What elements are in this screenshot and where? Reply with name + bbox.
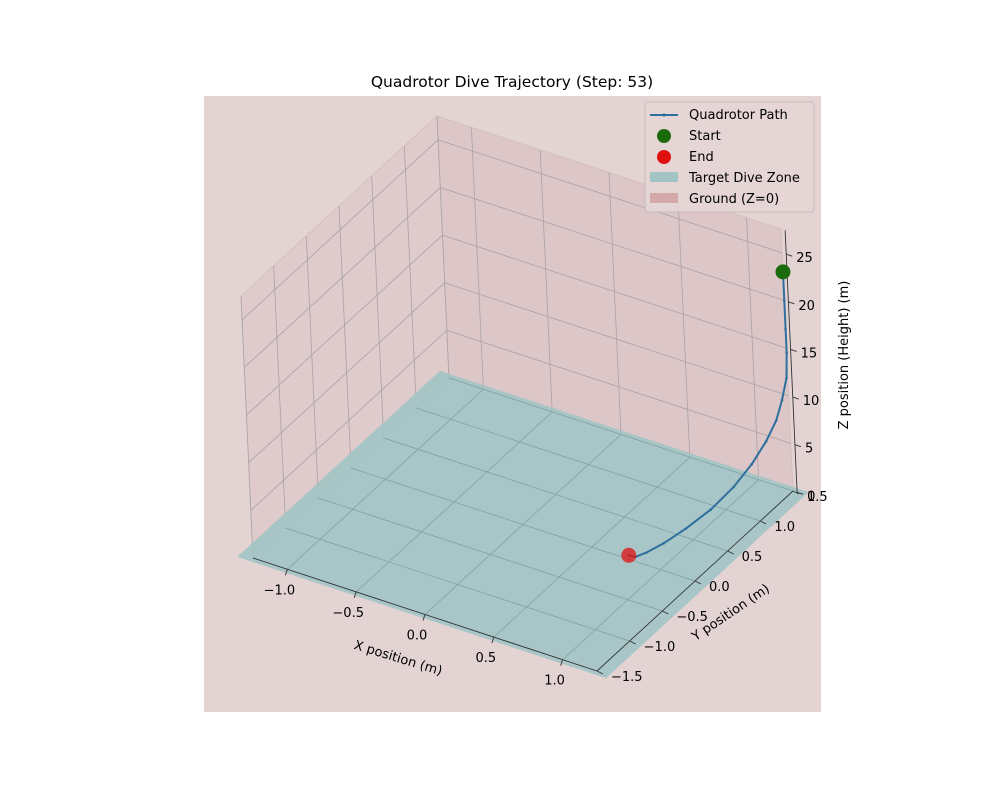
x-tick-label: 0.5 — [475, 651, 496, 666]
quadrotor-path-point — [785, 376, 788, 380]
z-tick — [794, 444, 802, 448]
z-tick-label: 0 — [807, 489, 815, 504]
grid-line — [746, 217, 759, 480]
z-tick — [792, 396, 799, 400]
z-tick-label: 15 — [801, 346, 818, 361]
quadrotor-path-point — [709, 508, 713, 511]
y-tick — [662, 610, 669, 615]
grid-line — [442, 234, 787, 349]
z-tick-label: 20 — [798, 299, 815, 314]
quadrotor-path-point — [684, 527, 688, 530]
grid-line — [244, 187, 441, 368]
quadrotor-path-point — [780, 398, 784, 402]
y-tick — [596, 670, 604, 675]
legend-label-target-zone: Target Dive Zone — [688, 171, 800, 186]
y-tick-label: 1.0 — [774, 520, 795, 535]
grid-line — [240, 295, 254, 559]
grid-line — [305, 235, 319, 499]
z-tick — [786, 253, 793, 257]
quadrotor-path-point — [784, 327, 787, 331]
quadrotor-path-point — [782, 299, 786, 302]
z-tick-label: 5 — [805, 442, 813, 457]
y-tick — [792, 490, 800, 495]
grid-line — [446, 329, 791, 444]
z-tick — [796, 491, 804, 495]
x-tick-label: −0.5 — [332, 606, 364, 621]
y-tick — [727, 550, 734, 555]
y-tick-label: −1.0 — [644, 640, 676, 655]
grid-line — [338, 205, 352, 469]
y-tick-label: −1.5 — [611, 670, 643, 685]
z-tick — [788, 301, 795, 305]
y-tick-label: 0.5 — [742, 550, 763, 565]
grid-line — [371, 175, 385, 439]
quadrotor-path-point — [732, 485, 735, 489]
floor-grid-line — [285, 527, 630, 642]
legend: Quadrotor Path Start End Target Dive Zon… — [644, 101, 815, 213]
z-tick-label: 10 — [803, 394, 820, 409]
x-tick-label: 1.0 — [544, 674, 565, 689]
x-tick — [284, 569, 288, 576]
z-axis-label: Z position (Height) (m) — [837, 281, 852, 430]
quadrotor-path-point — [750, 463, 753, 466]
grid-line — [436, 115, 450, 379]
legend-end-marker — [657, 150, 671, 164]
legend-ground-swatch — [650, 193, 678, 203]
grid-line — [440, 187, 785, 301]
grid-line — [248, 282, 445, 464]
legend-label-end: End — [689, 150, 714, 165]
y-tick — [694, 580, 702, 585]
x-tick — [560, 659, 564, 666]
floor-grid-line — [318, 497, 663, 612]
x-tick — [353, 591, 357, 599]
legend-start-marker — [657, 129, 671, 143]
legend-label-ground: Ground (Z=0) — [689, 192, 779, 207]
grid-line — [677, 195, 691, 458]
grid-line — [444, 282, 789, 397]
y-tick — [629, 640, 636, 645]
data-series — [621, 264, 791, 563]
x-tick — [491, 636, 495, 644]
x-tick — [422, 614, 426, 621]
grid-line — [246, 234, 443, 416]
x-tick-label: 0.0 — [407, 629, 428, 644]
grid-line — [471, 127, 484, 390]
x-tick-label: −1.0 — [264, 583, 296, 598]
grid-line — [273, 265, 287, 529]
end-marker — [621, 547, 637, 563]
y-tick-label: 0.0 — [709, 580, 730, 595]
grid-line — [437, 139, 783, 254]
y-tick-label: −0.5 — [676, 610, 708, 625]
floor-grid-line — [383, 437, 728, 552]
legend-label-path: Quadrotor Path — [689, 108, 788, 123]
grid-line — [241, 139, 439, 321]
floor-grid-line — [350, 467, 696, 582]
z-tick-label: 25 — [796, 251, 813, 266]
quadrotor-path-point — [785, 351, 788, 355]
grid-line — [539, 149, 553, 412]
legend-box — [644, 101, 815, 213]
legend-target-zone-swatch — [650, 172, 678, 182]
floor-grid-line — [448, 377, 794, 492]
quadrotor-path-point — [774, 419, 778, 422]
grid-line — [250, 330, 448, 511]
quadrotor-path-point — [764, 439, 768, 443]
quadrotor-path-point — [662, 542, 665, 545]
start-marker — [775, 264, 791, 280]
z-tick — [790, 349, 797, 352]
quadrotor-path-line — [628, 271, 788, 558]
legend-path-marker — [662, 113, 666, 117]
chart-title: Quadrotor Dive Trajectory (Step: 53) — [371, 73, 653, 91]
floor-grid-line — [416, 407, 761, 522]
legend-label-start: Start — [689, 129, 721, 144]
y-tick-label: 1.5 — [807, 490, 828, 505]
grid-line — [403, 145, 417, 409]
grid-line — [608, 172, 622, 435]
y-tick — [760, 520, 767, 525]
tick-labels: −1.0−0.50.00.51.0 −1.5−1.0−0.50.00.51.01.… — [264, 251, 828, 689]
quadrotor-path-point — [644, 551, 648, 554]
